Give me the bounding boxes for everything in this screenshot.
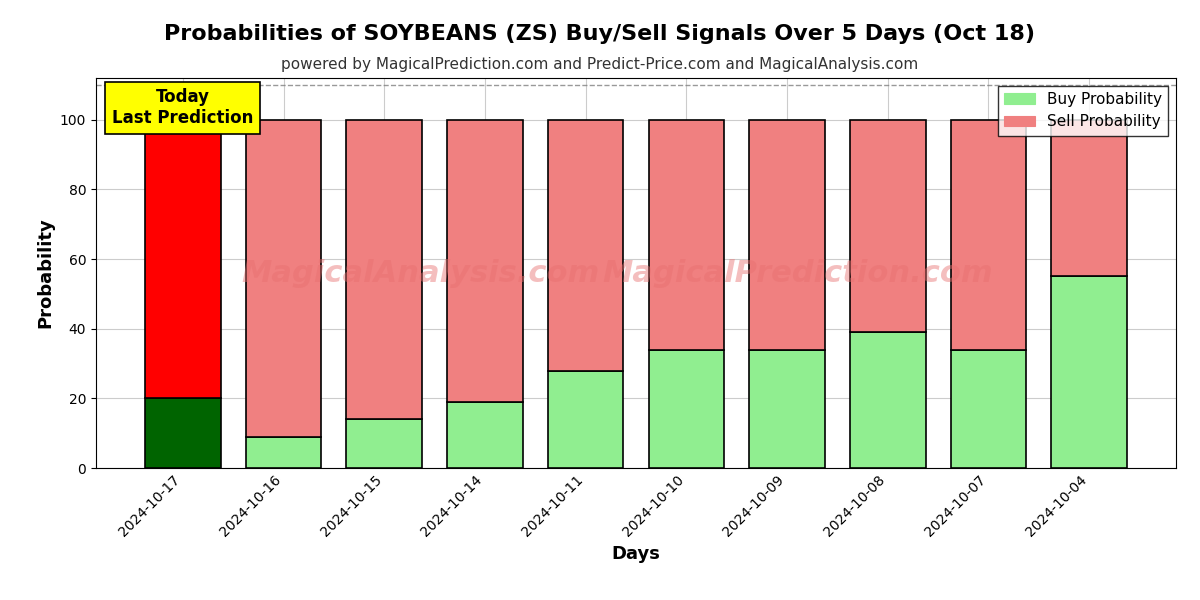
Bar xyxy=(448,402,523,468)
Bar xyxy=(749,120,824,350)
Bar xyxy=(950,350,1026,468)
Bar xyxy=(1051,277,1127,468)
Text: powered by MagicalPrediction.com and Predict-Price.com and MagicalAnalysis.com: powered by MagicalPrediction.com and Pre… xyxy=(281,57,919,72)
Bar xyxy=(850,332,925,468)
Bar xyxy=(1051,120,1127,277)
Bar xyxy=(347,120,422,419)
Bar xyxy=(246,120,322,437)
Bar xyxy=(448,120,523,402)
Legend: Buy Probability, Sell Probability: Buy Probability, Sell Probability xyxy=(998,86,1169,136)
Bar xyxy=(950,120,1026,350)
Bar xyxy=(246,437,322,468)
Bar xyxy=(347,419,422,468)
Bar xyxy=(850,120,925,332)
Bar xyxy=(749,350,824,468)
Bar xyxy=(145,120,221,398)
Bar xyxy=(548,371,624,468)
Text: Probabilities of SOYBEANS (ZS) Buy/Sell Signals Over 5 Days (Oct 18): Probabilities of SOYBEANS (ZS) Buy/Sell … xyxy=(164,24,1036,44)
Bar xyxy=(145,398,221,468)
Bar xyxy=(548,120,624,371)
Text: Today
Last Prediction: Today Last Prediction xyxy=(112,88,253,127)
X-axis label: Days: Days xyxy=(612,545,660,563)
Text: MagicalPrediction.com: MagicalPrediction.com xyxy=(602,259,994,287)
Bar xyxy=(648,350,724,468)
Bar xyxy=(648,120,724,350)
Y-axis label: Probability: Probability xyxy=(36,218,54,328)
Text: MagicalAnalysis.com: MagicalAnalysis.com xyxy=(241,259,599,287)
